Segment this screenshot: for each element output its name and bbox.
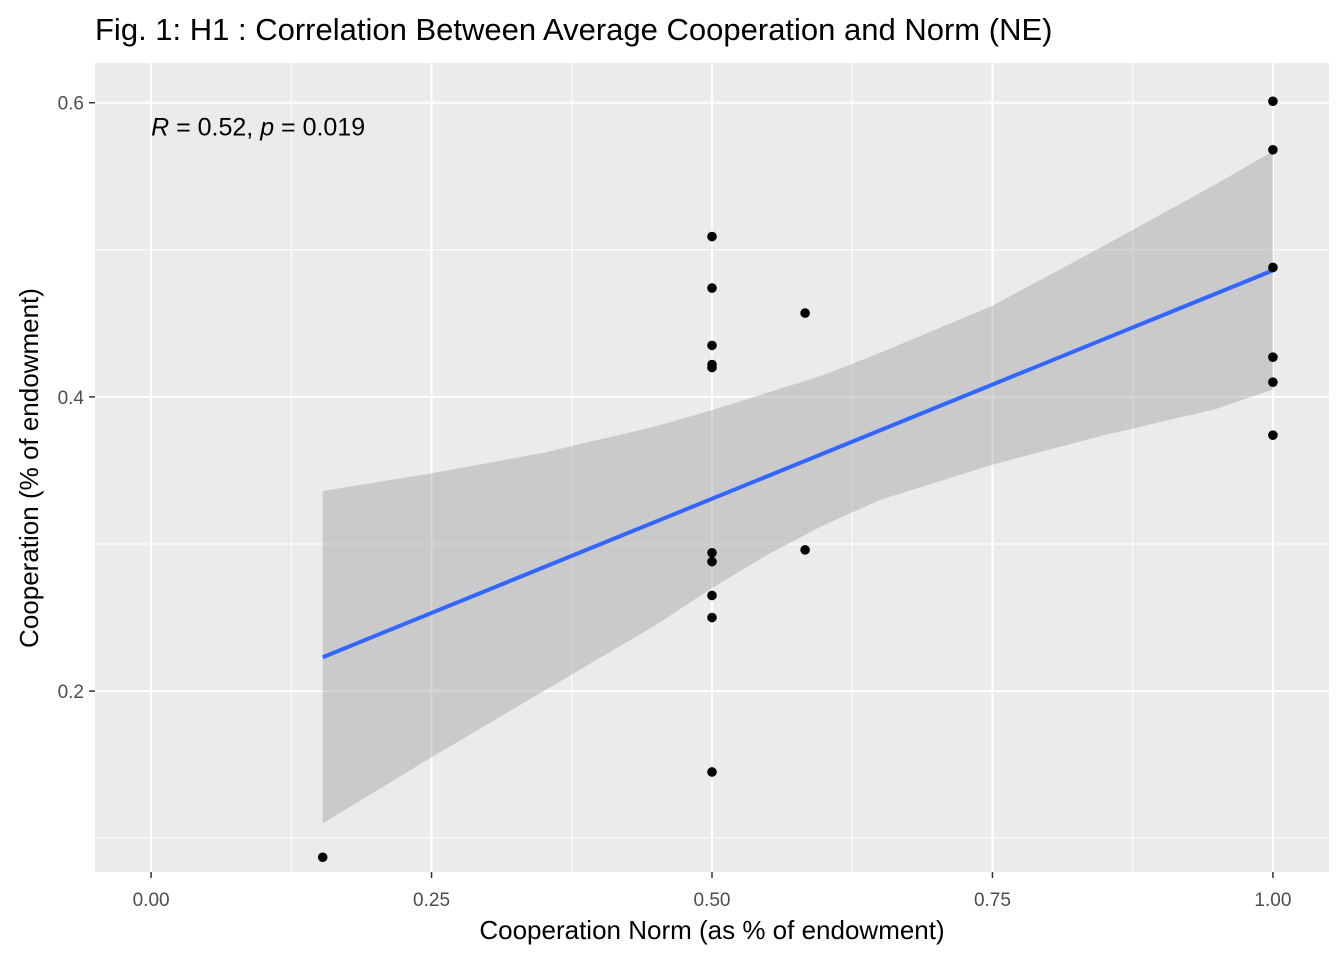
y-tick-label: 0.4 xyxy=(58,388,85,409)
confidence-band xyxy=(322,151,1273,824)
data-point-13 xyxy=(800,545,810,555)
x-axis-title: Cooperation Norm (as % of endowment) xyxy=(479,915,944,945)
data-point-12 xyxy=(800,308,810,318)
data-point-2 xyxy=(707,231,717,242)
x-tick-label: 0.00 xyxy=(133,890,170,911)
y-tick-label: 0.2 xyxy=(58,682,84,703)
data-point-14 xyxy=(1268,96,1278,107)
chart-title: Fig. 1: H1 : Correlation Between Average… xyxy=(95,12,1052,47)
data-point-15 xyxy=(1268,144,1278,155)
data-point-8 xyxy=(707,556,717,567)
x-tick-label: 0.75 xyxy=(974,890,1011,911)
r-value: = 0.52, xyxy=(169,114,260,142)
regression-line xyxy=(321,268,1274,660)
data-point-11 xyxy=(707,767,717,777)
data-point-17 xyxy=(1268,352,1278,362)
x-tick-label: 0.25 xyxy=(413,890,450,911)
data-point-9 xyxy=(707,590,717,601)
data-point-19 xyxy=(1268,430,1278,440)
y-axis-ticks: 0.2 0.4 0.6 xyxy=(58,94,95,703)
r-symbol: R xyxy=(151,114,169,142)
data-point-1 xyxy=(317,852,328,863)
p-value: = 0.019 xyxy=(274,114,365,142)
data-point-10 xyxy=(707,612,717,623)
data-point-18 xyxy=(1268,377,1278,387)
data-point-4 xyxy=(707,340,717,351)
data-points xyxy=(317,96,1278,863)
major-gridlines xyxy=(95,63,1329,872)
data-point-3 xyxy=(707,283,717,293)
data-point-16 xyxy=(1268,262,1278,273)
x-axis-ticks: 0.00 0.25 0.50 0.75 1.00 xyxy=(133,872,1291,911)
data-point-6 xyxy=(707,362,717,373)
p-symbol: p xyxy=(259,114,274,142)
data-point-7 xyxy=(707,548,717,558)
x-tick-label: 1.00 xyxy=(1254,890,1291,911)
x-tick-label: 0.50 xyxy=(694,890,731,911)
y-axis-title: Cooperation (% of endowment) xyxy=(14,288,44,648)
correlation-annotation: R = 0.52, p = 0.019 xyxy=(151,114,365,142)
y-tick-label: 0.6 xyxy=(58,94,84,115)
